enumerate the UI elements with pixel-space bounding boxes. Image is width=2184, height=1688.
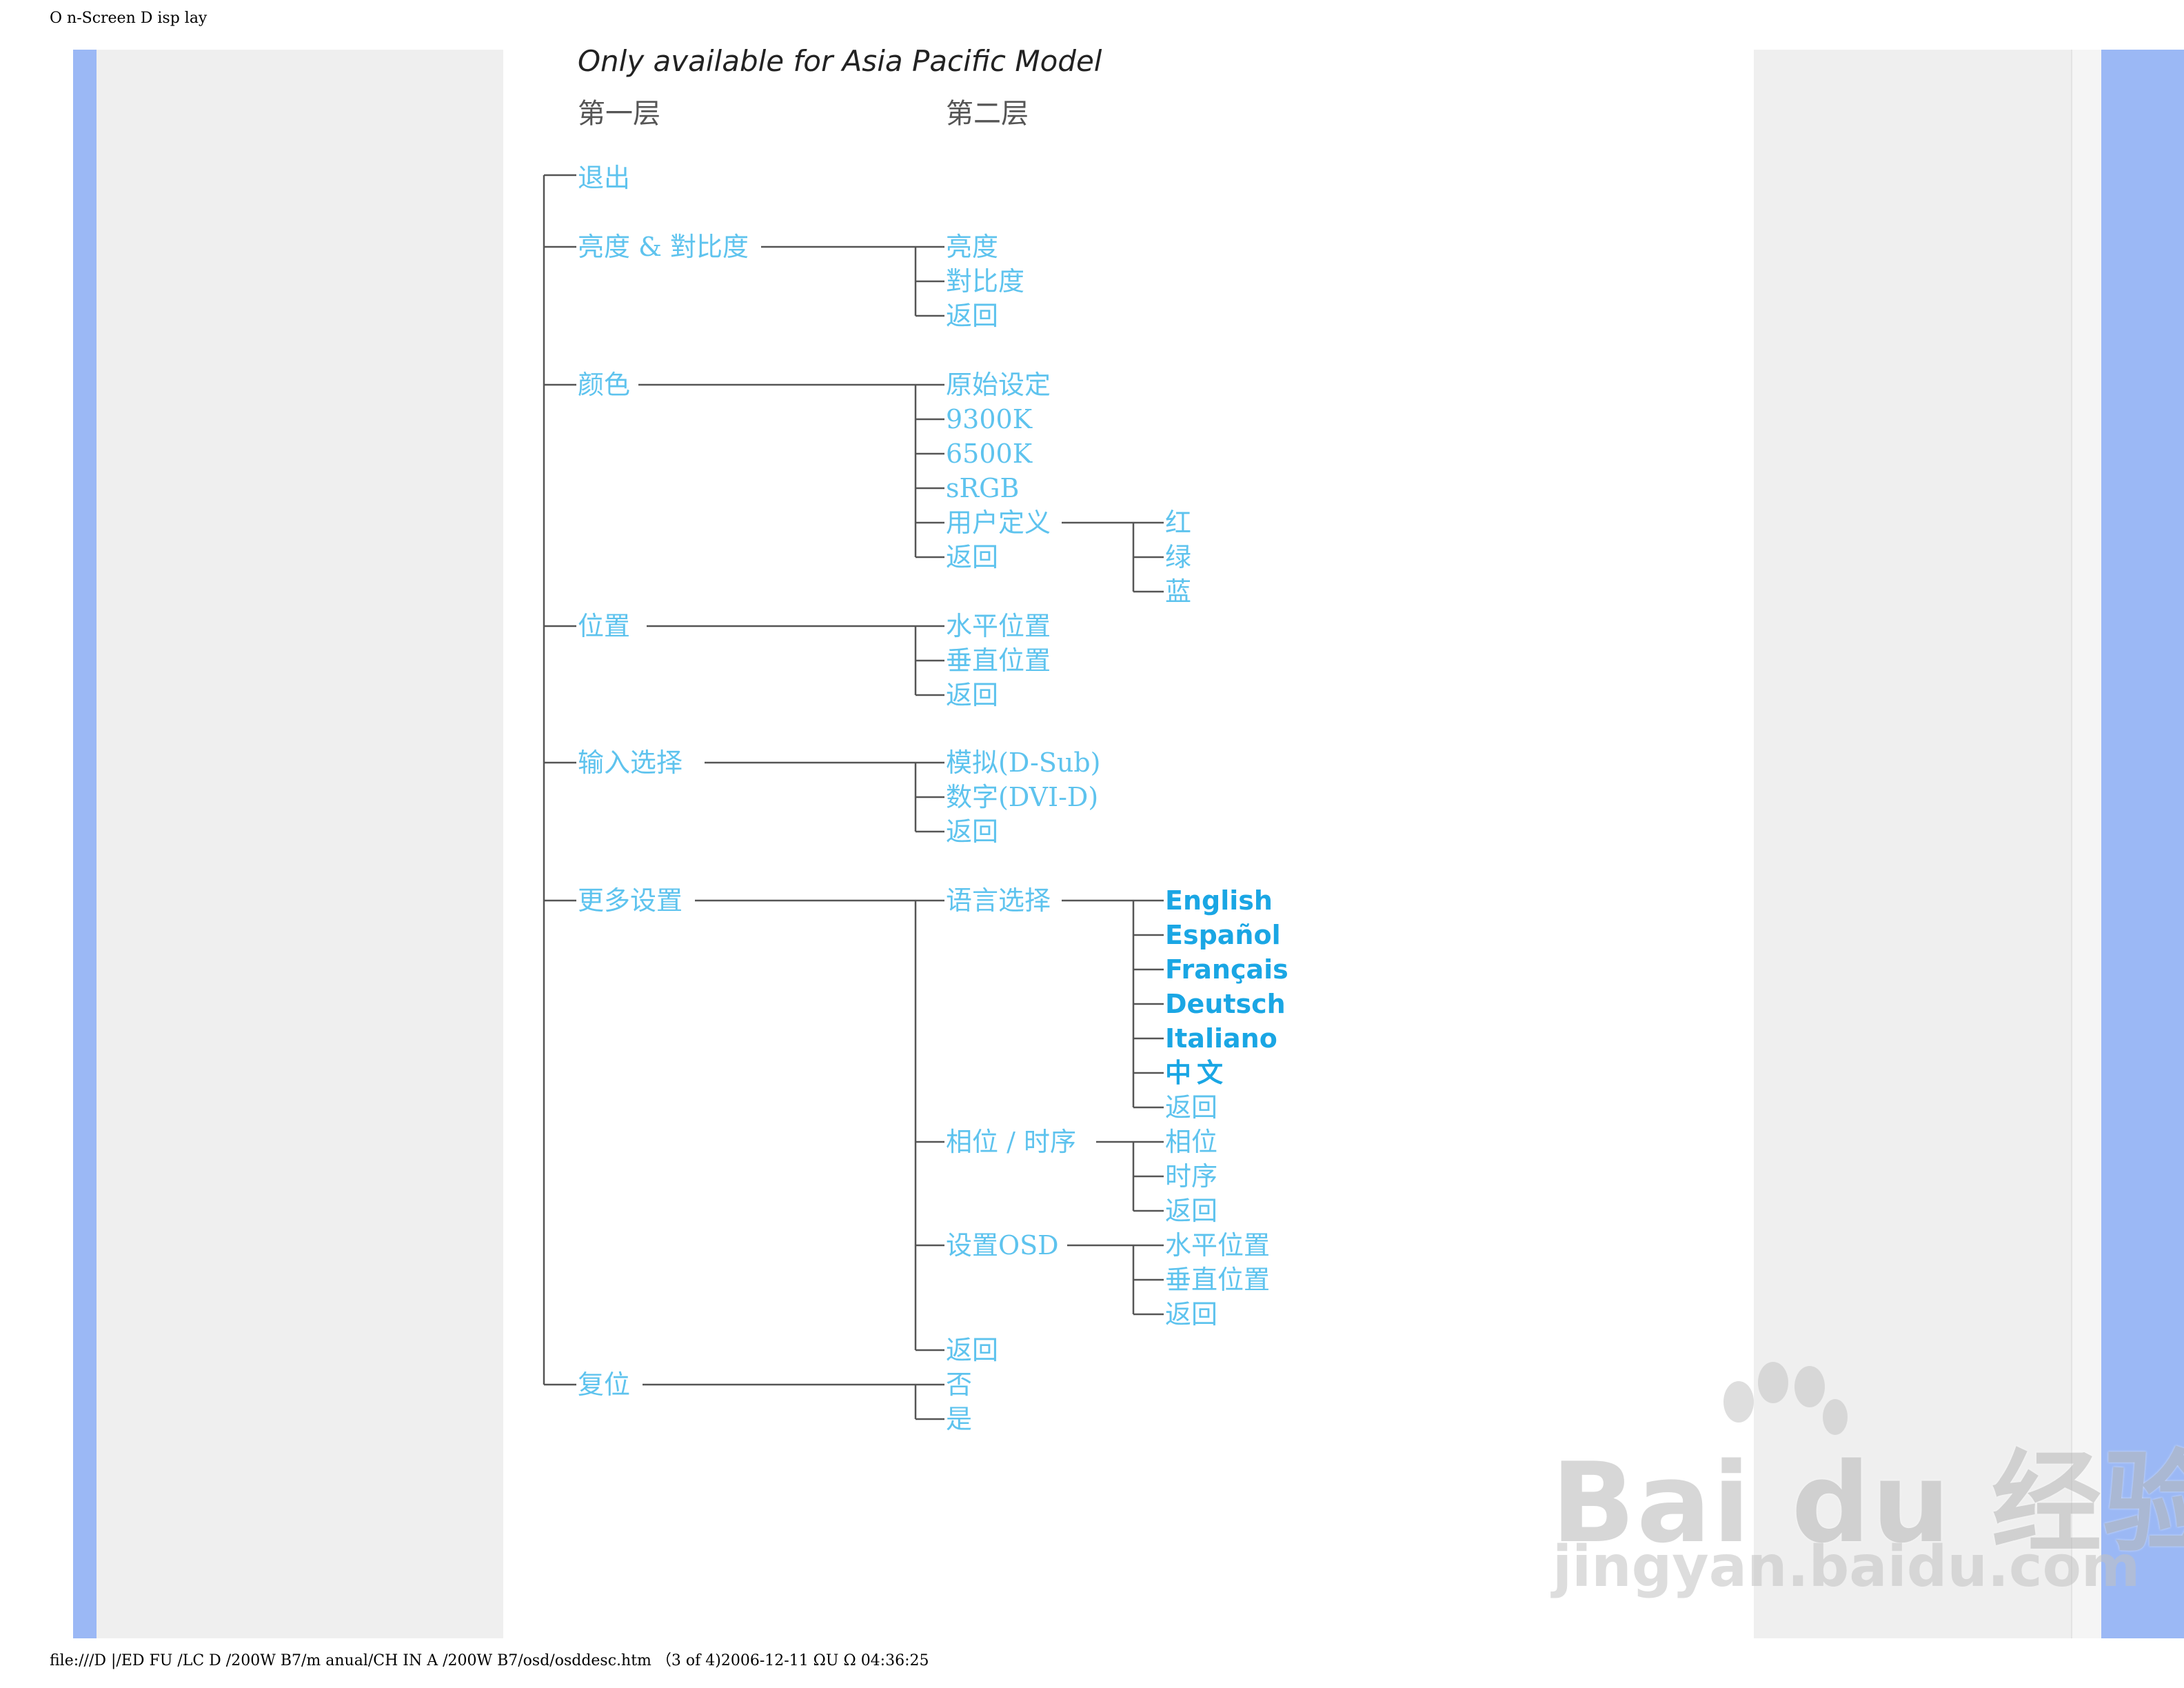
node-back: 返回 bbox=[946, 1335, 999, 1365]
node-lang-chinese: 中文 bbox=[1165, 1058, 1229, 1088]
node-input-select: 输入选择 bbox=[578, 747, 683, 778]
right-blue-bar bbox=[2101, 50, 2184, 1638]
node-blue: 蓝 bbox=[1165, 576, 1192, 607]
baidu-watermark: Bai du 经验 jingyan.baidu.com bbox=[1551, 1362, 2184, 1610]
left-gray-panel bbox=[97, 50, 503, 1638]
paw-icon bbox=[1723, 1362, 1848, 1435]
node-phase: 相位 bbox=[1165, 1127, 1218, 1157]
diagram-title: Only available for Asia Pacific Model bbox=[578, 44, 1102, 78]
node-original-setting: 原始设定 bbox=[946, 370, 1051, 400]
left-blue-bar bbox=[73, 50, 97, 1638]
node-back: 返回 bbox=[1165, 1092, 1218, 1123]
node-v-position: 垂直位置 bbox=[946, 645, 1051, 676]
node-osd-v-position: 垂直位置 bbox=[1165, 1265, 1271, 1295]
watermark-domain: jingyan.baidu.com bbox=[1553, 1534, 2141, 1600]
node-9300k: 9300K bbox=[946, 404, 1033, 434]
node-srgb: sRGB bbox=[946, 473, 1020, 503]
node-reset-no: 否 bbox=[946, 1369, 973, 1400]
node-lang-english: English bbox=[1165, 885, 1273, 916]
level2-header: 第二层 bbox=[946, 98, 1029, 130]
node-reset-yes: 是 bbox=[946, 1404, 973, 1434]
right-scroll-strip bbox=[2071, 50, 2103, 1638]
node-red: 红 bbox=[1165, 508, 1192, 538]
node-digital-dvid: 数字(DVI-D) bbox=[946, 782, 1099, 812]
node-h-position: 水平位置 bbox=[946, 611, 1051, 641]
page-header-title: O n-Screen D isp lay bbox=[50, 10, 208, 27]
node-back: 返回 bbox=[946, 816, 999, 847]
node-clock: 时序 bbox=[1165, 1161, 1218, 1192]
node-brightness-contrast: 亮度 & 對比度 bbox=[578, 232, 749, 262]
node-lang-francais: Français bbox=[1165, 954, 1288, 985]
node-phase-clock: 相位 / 时序 bbox=[946, 1127, 1076, 1157]
node-back: 返回 bbox=[946, 542, 999, 572]
node-lang-espanol: Español bbox=[1165, 920, 1281, 950]
node-user-defined: 用户定义 bbox=[946, 508, 1051, 538]
node-exit: 退出 bbox=[578, 163, 631, 193]
node-brightness: 亮度 bbox=[946, 232, 999, 262]
node-contrast: 對比度 bbox=[946, 266, 1025, 297]
node-position: 位置 bbox=[578, 611, 631, 641]
node-language-select: 语言选择 bbox=[946, 885, 1051, 916]
node-reset: 复位 bbox=[578, 1369, 631, 1400]
page-footer-path: file:///D |/ED FU /LC D /200W B7/m anual… bbox=[50, 1652, 929, 1669]
watermark-brand: Bai du 经验 bbox=[1551, 1438, 2184, 1567]
node-color: 颜色 bbox=[578, 370, 631, 400]
node-osd-h-position: 水平位置 bbox=[1165, 1230, 1271, 1260]
node-back: 返回 bbox=[1165, 1196, 1218, 1226]
node-back: 返回 bbox=[1165, 1299, 1218, 1329]
node-green: 绿 bbox=[1165, 542, 1192, 572]
node-analog-dsub: 模拟(D-Sub) bbox=[946, 747, 1101, 778]
node-back: 返回 bbox=[946, 301, 999, 331]
node-osd-settings: 设置OSD bbox=[946, 1230, 1059, 1260]
node-lang-deutsch: Deutsch bbox=[1165, 989, 1286, 1019]
level1-header: 第一层 bbox=[578, 98, 660, 130]
node-more-settings: 更多设置 bbox=[578, 885, 683, 916]
node-6500k: 6500K bbox=[946, 439, 1033, 469]
node-back: 返回 bbox=[946, 680, 999, 710]
node-lang-italiano: Italiano bbox=[1165, 1023, 1277, 1054]
